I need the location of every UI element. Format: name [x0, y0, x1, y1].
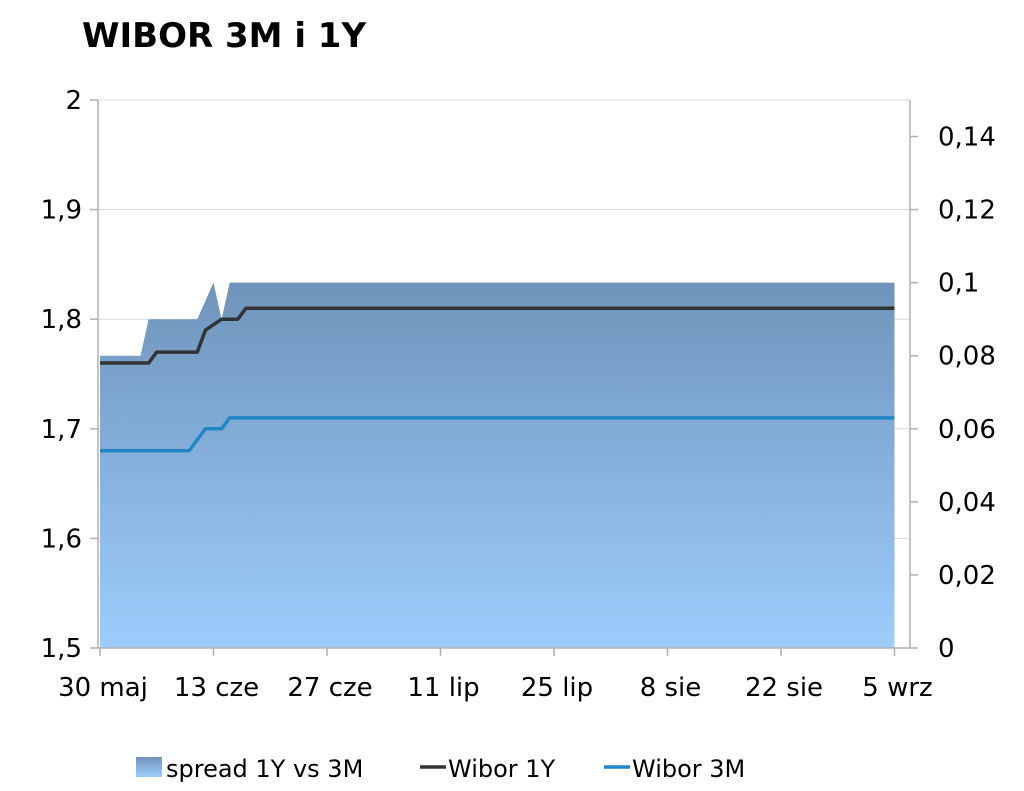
y-right-tick-label: 0,1 [938, 269, 979, 299]
legend-item-spread: spread 1Y vs 3M [136, 755, 363, 783]
spread-area-layer [100, 282, 895, 648]
tick-labels: 1,5 1,6 1,7 1,8 1,9 2 0 0,02 0,04 0,06 0,08 0,1 0,12… [41, 86, 996, 703]
y-right-tick-label: 0,12 [938, 196, 996, 226]
legend-label: Wibor 1Y [448, 755, 556, 783]
x-tick-label: 25 lip [521, 673, 593, 703]
series-wibor-3m-line [100, 416, 895, 453]
y-right-tick-label: 0,08 [938, 342, 996, 372]
x-tick-label: 11 lip [407, 673, 479, 703]
x-tick-label: 22 sie [745, 673, 823, 703]
y-right-tick-label: 0,06 [938, 415, 996, 445]
axes [90, 99, 918, 656]
y-left-tick-label: 1,9 [41, 196, 82, 226]
y-right-tick-label: 0,04 [938, 488, 996, 518]
y-left-tick-label: 1,5 [41, 634, 82, 664]
x-tick-label: 5 wrz [862, 673, 932, 703]
legend-item-wibor-3m: Wibor 3M [604, 755, 745, 783]
line-series-layer [100, 306, 895, 453]
series-wibor-1y-line [100, 306, 895, 365]
y-left-tick-label: 1,7 [41, 415, 82, 445]
legend-item-wibor-1y: Wibor 1Y [420, 755, 556, 783]
y-right-tick-label: 0,02 [938, 561, 996, 591]
x-tick-label: 27 cze [287, 673, 372, 703]
x-tick-label: 30 maj [58, 673, 148, 703]
x-tick-label: 13 cze [174, 673, 259, 703]
legend-label: spread 1Y vs 3M [166, 755, 363, 783]
y-left-tick-label: 1,8 [41, 305, 82, 335]
y-left-tick-label: 1,6 [41, 524, 82, 554]
legend-swatch-area [136, 757, 162, 777]
legend: spread 1Y vs 3M Wibor 1Y Wibor 3M [136, 755, 745, 783]
y-right-tick-label: 0 [938, 634, 955, 664]
legend-label: Wibor 3M [632, 755, 745, 783]
y-left-tick-label: 2 [65, 86, 82, 116]
series-spread-area [100, 282, 895, 648]
chart-title: WIBOR 3M i 1Y [82, 16, 367, 56]
y-right-tick-label: 0,14 [938, 123, 996, 153]
x-tick-label: 8 sie [640, 673, 702, 703]
